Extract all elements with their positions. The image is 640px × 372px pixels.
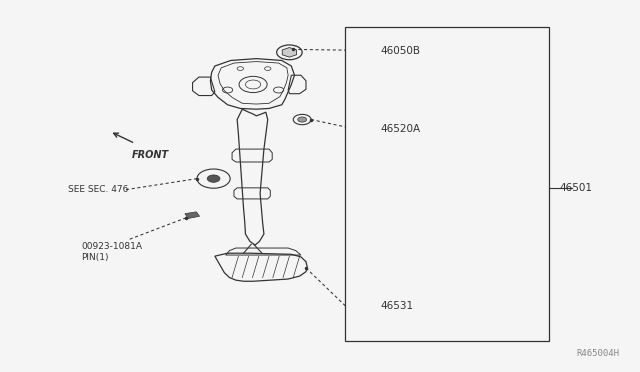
Circle shape: [207, 175, 220, 182]
Text: 46531: 46531: [381, 301, 413, 311]
Text: 00923-1081A: 00923-1081A: [81, 243, 142, 251]
Text: SEE SEC. 476: SEE SEC. 476: [68, 185, 129, 194]
Text: 46050B: 46050B: [381, 46, 420, 56]
Circle shape: [298, 117, 307, 122]
Text: 46501: 46501: [559, 183, 592, 193]
Text: PIN(1): PIN(1): [81, 253, 109, 263]
Polygon shape: [282, 48, 296, 57]
Polygon shape: [185, 212, 200, 218]
Text: R465004H: R465004H: [577, 349, 620, 358]
Text: FRONT: FRONT: [132, 150, 169, 160]
Bar: [346, 27, 549, 341]
Text: 46520A: 46520A: [381, 124, 420, 134]
